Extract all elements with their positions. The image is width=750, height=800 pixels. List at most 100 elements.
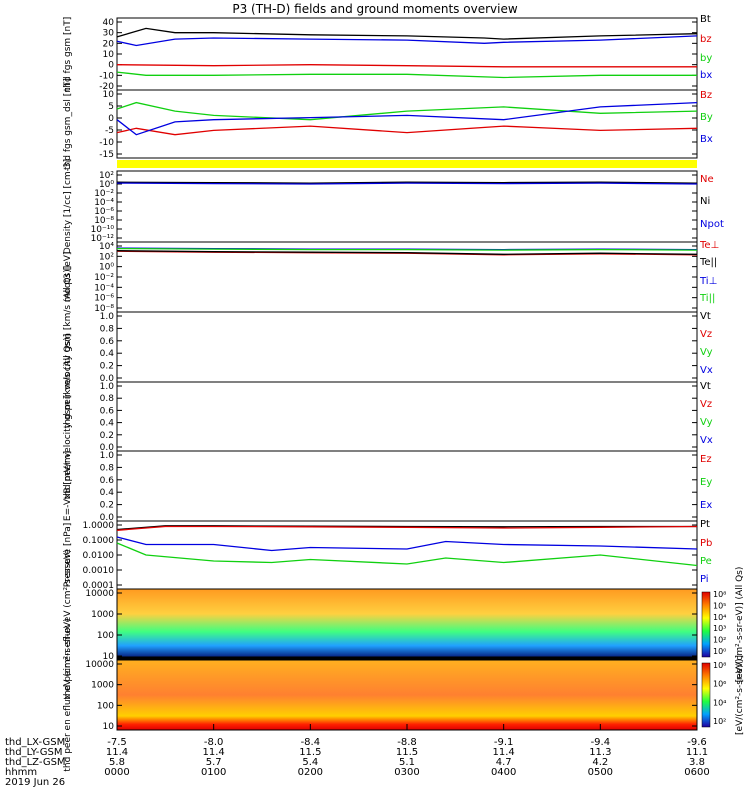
y-tick-label: 10⁻² — [94, 273, 114, 283]
time-axis-lz-label: 5.1 — [399, 757, 415, 768]
y-tick-label: 0.8 — [100, 394, 115, 404]
panel-5: 1.0 0.8 0.6 0.4 0.2 0.0 thd peir velocity gsm … — [63, 266, 713, 429]
series-line-Ni — [116, 181, 698, 184]
y-tick-label: 1.0000 — [83, 521, 115, 531]
y-tick-label: -10 — [99, 71, 114, 81]
spectrogram-ion — [117, 589, 697, 660]
series-line-By — [116, 101, 698, 121]
series-line-bx — [116, 35, 698, 47]
legend-Bz: Bz — [700, 90, 712, 101]
y-tick-label: 0.0010 — [83, 566, 115, 576]
legend-Vy: Vy — [700, 347, 713, 358]
series-line-Pi — [116, 536, 698, 552]
y-axis-label: thd peer en eflux eV (cm²-s-sr-eV) — [63, 618, 73, 771]
y-tick-label: 0.0 — [100, 443, 115, 453]
series-line-bz — [116, 64, 697, 68]
legend-Vz: Vz — [700, 399, 712, 410]
series-line-Te|| — [116, 250, 698, 255]
time-axis-hhmm-label: 0500 — [588, 767, 613, 778]
y-tick-label: 0 — [108, 61, 114, 71]
y-tick-label: 10 — [103, 652, 115, 662]
time-axis-lz-label: 4.7 — [496, 757, 512, 768]
footer-label-lx: thd_LX-GSM — [5, 737, 65, 748]
y-axis-label: moqt3 [eV] — [63, 252, 73, 303]
y-tick-label: 1.0 — [100, 312, 115, 322]
y-tick-label: 10000 — [85, 660, 114, 670]
panel-7: 1.0 0.8 0.6 0.4 0.2 0.0 E=-VxB [mV/m] Ez Ey Ex — [63, 450, 712, 523]
footer-label-date: 2019 Jun 26 — [5, 777, 65, 788]
legend-by: by — [700, 53, 712, 64]
y-tick-label: 10 — [103, 722, 115, 732]
time-axis-hhmm-label: 0100 — [201, 767, 226, 778]
y-tick-label: 10⁻¹² — [91, 234, 115, 244]
y-tick-label: 0.8 — [100, 463, 115, 473]
y-tick-label: 0.2 — [100, 431, 114, 441]
legend-Vt: Vt — [700, 311, 711, 322]
y-axis-label: thd peer velocity gsm [km/s (All Qs)] — [63, 334, 73, 500]
legend-Ni: Ni — [700, 196, 710, 207]
panel-frame — [116, 311, 698, 383]
spectrogram-electron — [117, 660, 697, 730]
time-axis-hhmm-label: 0300 — [394, 767, 419, 778]
y-tick-label: 20 — [103, 39, 115, 49]
y-tick-label: 10⁻² — [94, 189, 114, 199]
y-tick-label: -10 — [99, 138, 114, 148]
colorbar-tick: 10⁸ — [713, 661, 726, 670]
series-line-Bz — [116, 125, 698, 136]
legend-Ex: Ex — [700, 500, 712, 511]
legend-Npot: Npot — [700, 219, 724, 230]
panel-10: 10⁸ 10⁶ 10⁴ 10² [eV/(cm²-s-sr-eV)] 10000 1000 1… — [63, 618, 745, 771]
y-tick-label: 10⁻⁴ — [94, 198, 114, 208]
legend-Pt: Pt — [700, 519, 710, 530]
time-axis-ly-label: 11.4 — [203, 747, 225, 758]
time-axis-hhmm-label: 0200 — [298, 767, 323, 778]
panel-6: 1.0 0.8 0.6 0.4 0.2 0.0 thd peer velocity gsm … — [63, 334, 713, 500]
legend-By: By — [700, 112, 713, 123]
legend-Bt: Bt — [700, 14, 711, 25]
y-axis-label: thd fgs gsm_dsl [nT] — [63, 78, 73, 170]
y-tick-label: 0.4 — [100, 419, 115, 429]
legend-Ey: Ey — [700, 477, 712, 488]
y-tick-label: -15 — [99, 150, 114, 160]
y-tick-label: 10² — [99, 171, 114, 181]
y-tick-label: 0.8 — [100, 324, 115, 334]
legend-Ne: Ne — [700, 174, 714, 185]
colorbar-label: [eV/(cm²-s-sr-eV)] (All Qs) — [735, 567, 745, 683]
y-axis-label: Pressure [nPa] — [63, 523, 73, 588]
y-tick-label: 1.0 — [100, 382, 115, 392]
time-axis-hhmm-label: 0400 — [491, 767, 516, 778]
footer-label-hhmm: hhmm — [5, 767, 37, 778]
time-axis-lx-label: -8.0 — [204, 737, 224, 748]
series-line-Ti|| — [116, 247, 698, 251]
time-axis-ly-label: 11.5 — [299, 747, 321, 758]
y-tick-label: 10⁻⁸ — [94, 216, 114, 226]
y-tick-label: 0.0100 — [83, 551, 115, 561]
legend-Te⊥: Te⊥ — [699, 240, 719, 251]
colorbar-tick: 10⁵ — [713, 601, 726, 610]
panel-frame — [116, 89, 698, 159]
legend-Pe: Pe — [700, 556, 712, 567]
colorbar-tick: 10⁴ — [713, 698, 726, 707]
legend-Pb: Pb — [700, 538, 712, 549]
legend-Vt: Vt — [700, 381, 711, 392]
legend-Vx: Vx — [700, 365, 713, 376]
time-axis-lz-label: 5.7 — [206, 757, 222, 768]
legend-Te||: Te|| — [699, 257, 717, 268]
y-tick-label: 10 — [103, 90, 115, 100]
time-axis-lz-label: 5.8 — [109, 757, 125, 768]
y-tick-label: 10⁻¹⁰ — [91, 225, 115, 235]
y-tick-label: 0.1000 — [83, 536, 115, 546]
time-axis-hhmm-label: 0000 — [104, 767, 129, 778]
time-axis-lx-label: -9.1 — [494, 737, 514, 748]
y-axis-label: Density [1/cc] [cm-3] — [63, 159, 73, 254]
y-tick-label: 100 — [97, 701, 114, 711]
y-tick-label: 1000 — [91, 610, 114, 620]
y-axis-label: thd peir en eflux eV (cm²-s-sr-eV) — [63, 549, 73, 699]
series-line-Bt — [116, 27, 698, 40]
y-axis-label: E=-VxB [mV/m] — [63, 451, 73, 521]
time-axis-ly-label: 11.4 — [106, 747, 128, 758]
